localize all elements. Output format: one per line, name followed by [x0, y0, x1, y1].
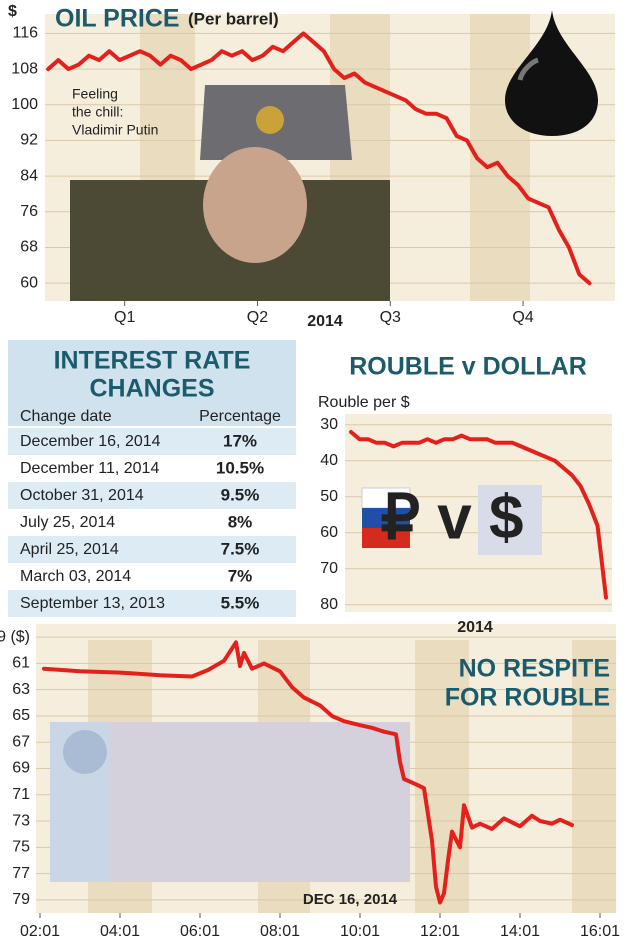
column-header: Percentage — [199, 408, 281, 425]
y-tick-label: 60 — [20, 274, 38, 291]
banknote-watermark — [63, 730, 107, 774]
chart-title: OIL PRICE — [55, 5, 180, 33]
table-row — [8, 482, 296, 509]
oil-drop — [505, 10, 598, 136]
y-axis-label: $ — [8, 3, 17, 20]
x-tick-label: 04:01 — [100, 923, 140, 940]
y-tick-label: 50 — [320, 488, 338, 505]
x-tick-label: 14:01 — [500, 923, 540, 940]
change-date: April 25, 2014 — [20, 541, 119, 558]
annotation: DEC 16, 2014 — [303, 891, 398, 908]
y-tick-label: 79 — [12, 891, 30, 908]
x-tick-label: Q2 — [247, 309, 268, 326]
chart-title: NO RESPITE — [459, 655, 610, 683]
y-tick-label: 69 — [12, 760, 30, 777]
table-title: INTEREST RATE — [54, 347, 251, 375]
band — [415, 640, 469, 913]
y-tick-label: 108 — [11, 60, 38, 77]
flag-red — [362, 528, 410, 548]
y-tick-label: 30 — [320, 416, 338, 433]
table-header-background — [8, 340, 296, 426]
percentage: 5.5% — [221, 593, 260, 612]
flag-us — [478, 485, 542, 555]
y-tick-label: 116 — [12, 25, 38, 42]
band — [572, 640, 616, 913]
y-tick-label: 40 — [320, 452, 338, 469]
annotation: Feeling — [72, 86, 118, 102]
price-line — [349, 430, 608, 600]
chart-title: FOR ROUBLE — [445, 684, 610, 712]
photo-face — [203, 147, 307, 263]
y-tick-label: 61 — [12, 655, 30, 672]
y-tick-label: 84 — [20, 167, 38, 184]
x-tick-label: Q3 — [380, 309, 401, 326]
lines — [42, 31, 608, 905]
banknote — [50, 722, 410, 882]
price-line — [42, 640, 574, 905]
price-line — [46, 31, 592, 286]
x-tick-label: 08:01 — [260, 923, 300, 940]
rub-usd-logo — [361, 485, 542, 555]
putin-photo — [70, 85, 390, 301]
band — [470, 14, 530, 301]
percentage: 7.5% — [221, 539, 260, 558]
x-tick-label: Q1 — [114, 309, 135, 326]
column-header: Change date — [20, 408, 112, 425]
x-tick-label: 12:01 — [420, 923, 460, 940]
banknote-tint — [110, 722, 410, 882]
y-tick-label: 92 — [20, 132, 38, 149]
percentage: 17% — [223, 431, 257, 450]
y-tick-label: 77 — [12, 865, 30, 882]
table-row — [8, 563, 296, 590]
y-tick-label: 70 — [320, 560, 338, 577]
y-tick-label: 75 — [12, 839, 30, 856]
table-row — [8, 536, 296, 563]
y-tick-label: 65 — [12, 707, 30, 724]
oil-drop-shine — [517, 57, 539, 81]
x-tick-label: Q4 — [512, 309, 533, 326]
y-tick-label: 71 — [12, 786, 30, 803]
table-row — [8, 428, 296, 455]
y-tick-label: 80 — [320, 596, 338, 613]
y-tick-label: 63 — [12, 681, 30, 698]
table-title: CHANGES — [89, 375, 214, 403]
percentage: 9.5% — [221, 485, 260, 504]
table-body: December 16, 2014 17% December 11, 2014 10.… — [8, 428, 296, 617]
change-date: October 31, 2014 — [20, 487, 144, 504]
y-tick-label: 68 — [20, 239, 38, 256]
change-date: July 25, 2014 — [20, 514, 115, 531]
x-tick-label: 16:01 — [580, 923, 620, 940]
table-row — [8, 509, 296, 536]
y-tick-label: 60 — [320, 524, 338, 541]
x-axis-label: 2014 — [457, 619, 493, 636]
percentage: 8% — [228, 512, 253, 531]
table-row — [8, 455, 296, 482]
table-row — [8, 590, 296, 617]
annotation: the chill: — [72, 104, 123, 120]
y-tick-label: 59 ($) — [0, 628, 30, 645]
x-tick-label: 06:01 — [180, 923, 220, 940]
chart-subtitle: (Per barrel) — [188, 9, 279, 28]
change-date: March 03, 2014 — [20, 568, 131, 585]
y-tick-label: 67 — [12, 733, 30, 750]
percentage: 7% — [228, 566, 253, 585]
annotation: Vladimir Putin — [72, 122, 158, 138]
photo-badge — [256, 106, 284, 134]
change-date: December 11, 2014 — [20, 460, 159, 477]
percentage: 10.5% — [216, 458, 264, 477]
change-date: September 13, 2013 — [20, 595, 165, 612]
y-tick-label: 76 — [20, 203, 38, 220]
change-date: December 16, 2014 — [20, 433, 161, 450]
y-tick-label: 100 — [11, 96, 38, 113]
y-tick-label: 73 — [12, 812, 30, 829]
x-tick-label: 02:01 — [20, 923, 60, 940]
logo-text: ₽ v $ — [381, 483, 524, 552]
flag-blue — [362, 508, 410, 528]
x-tick-label: 10:01 — [340, 923, 380, 940]
x-axis-label: 2014 — [307, 313, 343, 330]
y-axis-label: Rouble per $ — [318, 394, 410, 411]
chart-title: ROUBLE v DOLLAR — [349, 353, 587, 381]
